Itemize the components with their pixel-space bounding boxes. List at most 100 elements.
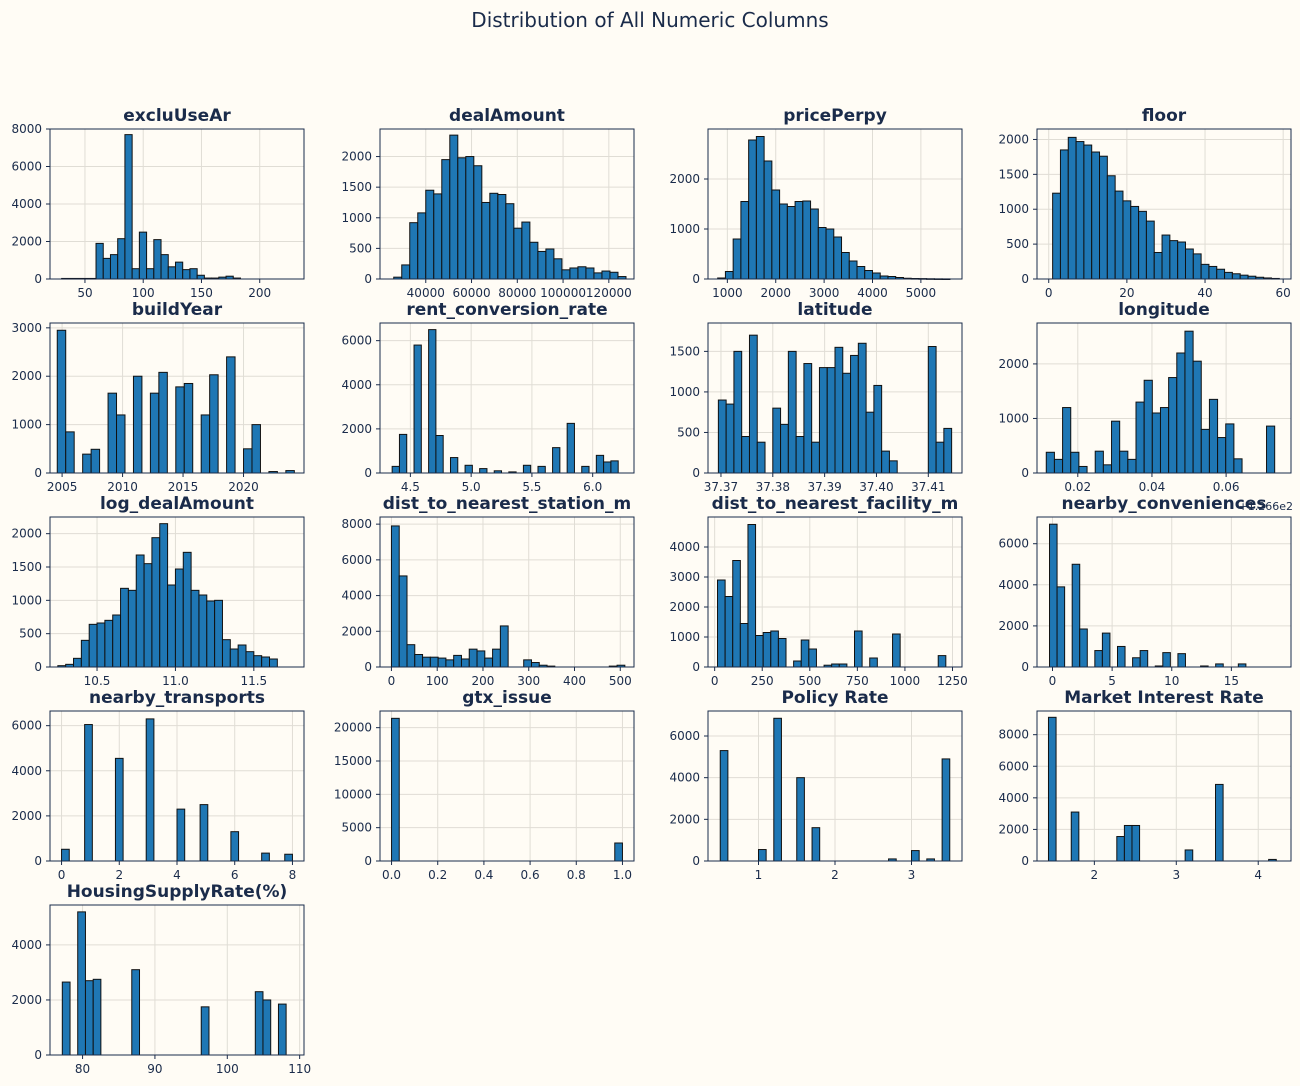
x-tick-label: 100 [426,674,449,688]
y-tick-label: 0 [1021,272,1029,286]
y-tick-label: 6000 [998,759,1029,773]
y-tick-label: 0 [34,272,42,286]
y-tick-label: 2000 [11,993,42,1007]
histogram-bar [1233,458,1243,474]
histogram-bar [84,724,93,862]
x-tick-label: 120000 [586,286,632,300]
x-tick-label: 0.4 [474,868,493,882]
histogram-bar [888,460,898,474]
histogram-bar [848,260,858,280]
histogram-bar [725,403,735,474]
axes-frame [49,904,305,1056]
histogram-bar [398,433,408,474]
x-tick-label: 0 [388,674,396,688]
histogram-bar [1225,423,1235,474]
histogram-bar [1099,155,1108,280]
x-tick-label: 60000 [452,286,490,300]
histogram-bar [262,999,272,1056]
histogram-bar [1062,407,1072,474]
histogram-bar [112,614,122,668]
histogram-bar [251,424,261,474]
histogram-bar [158,371,168,474]
histogram-bar [1130,205,1140,280]
histogram-bar [460,658,470,668]
y-tick-label: 8000 [341,517,372,531]
y-tick-label: 0 [364,660,372,674]
axes-frame [707,322,963,474]
subplot-2: 1000 2000 3000 4000 5000 0 1000 2000 pricePerpy [669,106,963,300]
histogram-bar [717,579,726,668]
x-tick-label: 0 [1049,674,1057,688]
y-tick-label: 500 [19,627,42,641]
histogram-bar [566,422,575,474]
histogram-bar [476,650,486,668]
histogram-bar [850,354,859,474]
x-tick-label: 100 [216,1062,239,1076]
histogram-bar [530,662,540,668]
x-tick-label: 37.41 [911,480,945,494]
y-tick-label: 2000 [11,809,42,823]
histogram-bar [757,849,767,862]
histogram-bar [401,264,411,280]
histogram-bar [435,435,444,474]
y-tick-label: 0 [34,854,42,868]
histogram-bar [724,271,734,280]
histogram-bar [209,374,219,474]
histogram-bar [1049,523,1058,668]
histogram-bar [107,392,118,474]
histogram-bar [763,160,773,280]
histogram-bar [1075,141,1085,280]
histogram-bar [473,165,483,280]
histogram-bar [153,239,162,280]
subplot-title: Policy Rate [781,688,888,708]
histogram-bar [740,201,750,280]
x-tick-label: 0.2 [428,868,447,882]
histogram-bar [841,252,850,280]
histogram-bar [1102,464,1113,474]
histogram-bar [174,568,184,668]
histogram-bar [284,853,293,862]
y-tick-label: 4000 [341,378,372,392]
histogram-bar [138,231,148,280]
x-tick-label: 90 [147,1062,162,1076]
histogram-bar [61,848,70,862]
subplot-title: floor [1142,106,1187,126]
histogram-bar [601,270,611,280]
histogram-bar [755,136,765,280]
histogram-bar [245,651,255,668]
x-tick-label: 4000 [857,286,888,300]
histogram-bar [522,464,532,474]
histogram-bar [854,630,863,668]
x-tick-label: 37.37 [704,480,738,494]
subplot-title: latitude [797,300,872,320]
axes-frame [707,516,963,668]
histogram-bar [1176,352,1186,474]
x-tick-label: 40000 [407,286,445,300]
x-tick-label: 37.38 [756,480,790,494]
histogram-bar [834,346,844,474]
histogram-bar [610,460,619,474]
histogram-bar [732,238,742,280]
histogram-bar [770,630,779,668]
x-tick-label: 0.0 [382,868,401,882]
histogram-bar [603,461,612,474]
histogram-bar [1123,824,1133,862]
histogram-bar [1208,265,1218,280]
y-tick-label: 6000 [341,553,372,567]
histogram-bar [787,350,797,474]
histogram-bar [1083,144,1093,280]
subplot-7: 0.02 0.04 0.06 0 1000 2000 +1.266e2 longitude [998,300,1293,513]
histogram-bar [802,200,812,280]
histogram-bar [199,804,209,862]
histogram-bar [214,599,223,668]
histogram-bar [609,271,619,280]
y-tick-label: 4000 [341,589,372,603]
y-tick-label: 500 [1006,237,1029,251]
histogram-bar [581,465,590,474]
x-tick-label: 0.02 [1064,480,1091,494]
x-tick-label: 1000 [712,286,743,300]
histogram-bar [183,382,194,474]
y-tick-label: 1000 [669,222,700,236]
histogram-bar [871,272,881,280]
histogram-bar [1192,360,1202,474]
